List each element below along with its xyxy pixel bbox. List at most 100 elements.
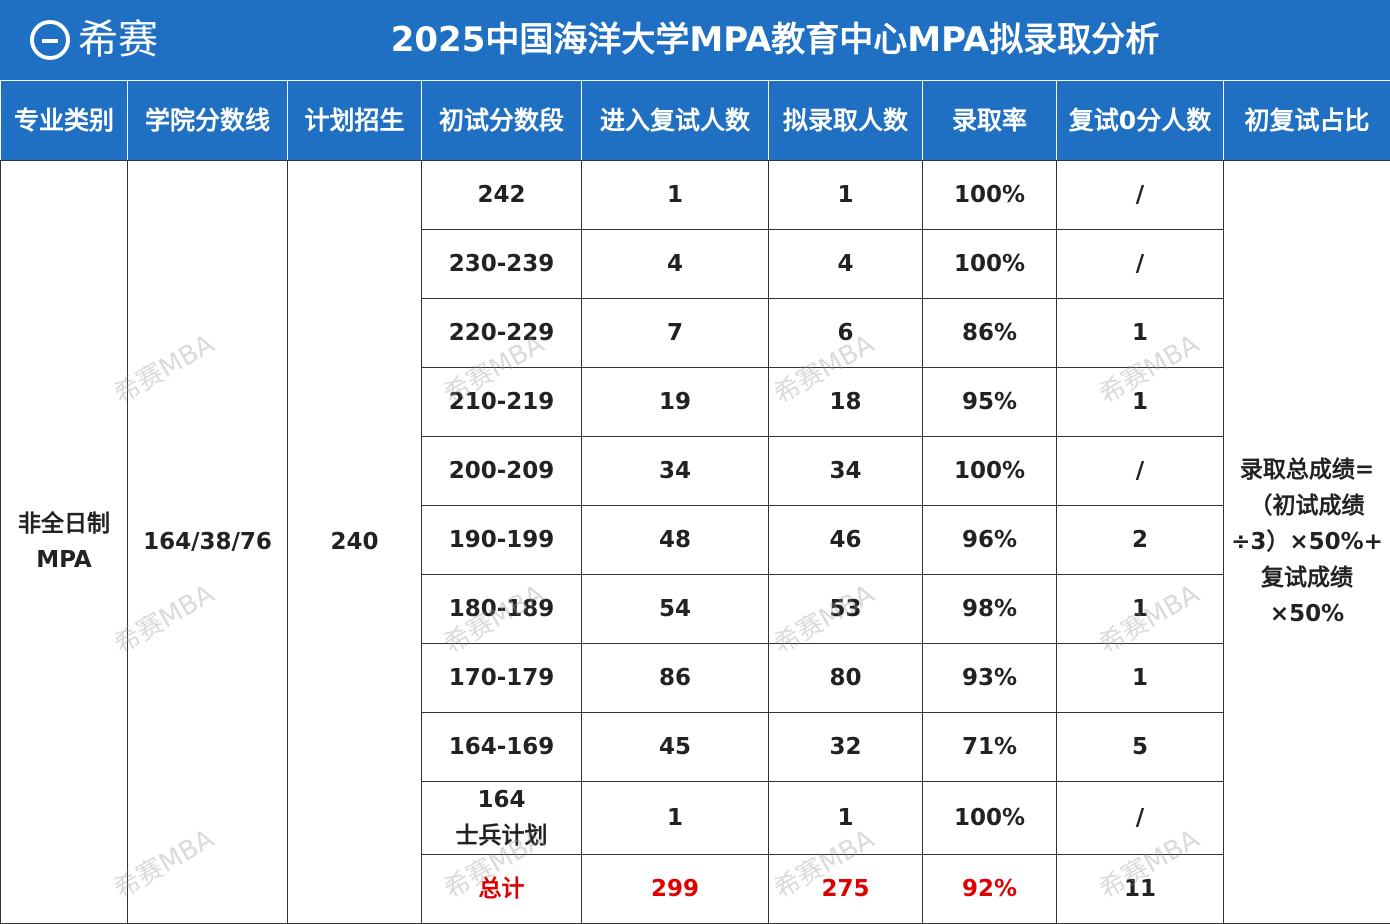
score-range: 164-169: [421, 712, 582, 782]
total-cell: 总计: [421, 854, 582, 924]
table-row: 210-219 19 18 95% 1: [1, 367, 1390, 437]
table-row: 164 士兵计划 1 1 100% /: [1, 781, 1390, 855]
cell: 45: [581, 712, 769, 782]
cell: 53: [768, 574, 923, 644]
cell-line: ÷3）×50%+: [1231, 529, 1383, 555]
cell: 100%: [922, 229, 1057, 299]
cell: 80: [768, 643, 923, 713]
column-header: 进入复试人数: [581, 80, 769, 161]
cell: /: [1056, 436, 1224, 506]
cell: 19: [581, 367, 769, 437]
cell-line: 200-209: [448, 458, 555, 484]
cell: 100%: [922, 436, 1057, 506]
column-header: 复试0分人数: [1056, 80, 1224, 161]
column-header: 初复试占比: [1223, 80, 1390, 161]
column-header: 计划招生: [287, 80, 422, 161]
cell: 18: [768, 367, 923, 437]
score-range: 242: [421, 160, 582, 230]
cell: 95%: [922, 367, 1057, 437]
cell-line: 录取总成绩=: [1239, 457, 1375, 483]
cell-line: 170-179: [448, 665, 555, 691]
cell-line: （初试成绩: [1249, 493, 1365, 519]
cell-line: 210-219: [448, 389, 555, 415]
cell-line: 230-239: [448, 251, 555, 277]
table-row: 200-209 34 34 100% /: [1, 436, 1390, 506]
cell-line: 士兵计划: [455, 823, 548, 849]
table-row: 220-229 7 6 86% 1: [1, 298, 1390, 368]
cell: 1: [1056, 298, 1224, 368]
cell: 1: [1056, 367, 1224, 437]
cell: 86: [581, 643, 769, 713]
score-range: 180-189: [421, 574, 582, 644]
cell-line: 180-189: [448, 596, 555, 622]
cell: 32: [768, 712, 923, 782]
plan-cell: 240: [287, 160, 422, 924]
cell: 1: [581, 160, 769, 230]
cell: 1: [1056, 574, 1224, 644]
cell: 71%: [922, 712, 1057, 782]
cell: 1: [768, 781, 923, 855]
cell: 1: [1056, 643, 1224, 713]
score-range: 200-209: [421, 436, 582, 506]
column-header: 初试分数段: [421, 80, 582, 161]
cell-line: ×50%: [1269, 601, 1345, 627]
cell: 34: [581, 436, 769, 506]
cell: 100%: [922, 160, 1057, 230]
total-cell: 11: [1056, 854, 1224, 924]
cell-line: 242: [477, 182, 526, 208]
logo: 希赛: [30, 14, 158, 66]
cell: 46: [768, 505, 923, 575]
cell: 5: [1056, 712, 1224, 782]
cell-line: 220-229: [448, 320, 555, 346]
table-row: 230-239 4 4 100% /: [1, 229, 1390, 299]
total-cell: 92%: [922, 854, 1057, 924]
note-cell: 录取总成绩= （初试成绩 ÷3）×50%+ 复试成绩 ×50%: [1223, 160, 1390, 924]
logo-text: 希赛: [78, 17, 158, 63]
cell: 7: [581, 298, 769, 368]
cell: /: [1056, 160, 1224, 230]
column-header: 录取率: [922, 80, 1057, 161]
total-cell: 299: [581, 854, 769, 924]
cell: 1: [581, 781, 769, 855]
table-row: 190-199 48 46 96% 2: [1, 505, 1390, 575]
cell: 6: [768, 298, 923, 368]
score-range: 220-229: [421, 298, 582, 368]
total-row: 总计 299 275 92% 11: [1, 854, 1390, 924]
table-row: 164-169 45 32 71% 5: [1, 712, 1390, 782]
cell: 98%: [922, 574, 1057, 644]
cell: 100%: [922, 781, 1057, 855]
table-row: 180-189 54 53 98% 1: [1, 574, 1390, 644]
cell: 54: [581, 574, 769, 644]
cell-line: 复试成绩: [1261, 565, 1353, 591]
cell: 1: [768, 160, 923, 230]
table-row: 非全日制 MPA 164/38/76 240 242 1 1 100% / 录取总成绩= （初试成绩…: [0, 160, 1390, 924]
cell-line: 非全日制: [18, 511, 110, 537]
score-range: 190-199: [421, 505, 582, 575]
cell: 4: [581, 229, 769, 299]
cell: 93%: [922, 643, 1057, 713]
cell: 86%: [922, 298, 1057, 368]
score-range: 210-219: [421, 367, 582, 437]
score-range: 164 士兵计划: [421, 781, 582, 855]
cutoff-cell: 164/38/76: [127, 160, 288, 924]
cell: 34: [768, 436, 923, 506]
table: 专业类别 学院分数线 计划招生 初试分数段 进入复试人数 拟录取人数 录取率 复试0分人数 初复…: [0, 80, 1390, 924]
cell: 4: [768, 229, 923, 299]
logo-icon: [30, 20, 70, 60]
category-cell: 非全日制 MPA: [0, 160, 128, 924]
column-header: 拟录取人数: [768, 80, 923, 161]
score-range: 170-179: [421, 643, 582, 713]
cell: /: [1056, 229, 1224, 299]
cell: /: [1056, 781, 1224, 855]
cell: 2: [1056, 505, 1224, 575]
cell-line: 164: [477, 787, 526, 813]
cell-line: 190-199: [448, 527, 555, 553]
cell-line: 164-169: [448, 734, 555, 760]
title-bar: 希赛 2025中国海洋大学MPA教育中心MPA拟录取分析: [0, 0, 1390, 80]
cell-line: MPA: [36, 547, 92, 573]
cell: 96%: [922, 505, 1057, 575]
cell: 48: [581, 505, 769, 575]
column-header: 学院分数线: [127, 80, 288, 161]
total-cell: 275: [768, 854, 923, 924]
